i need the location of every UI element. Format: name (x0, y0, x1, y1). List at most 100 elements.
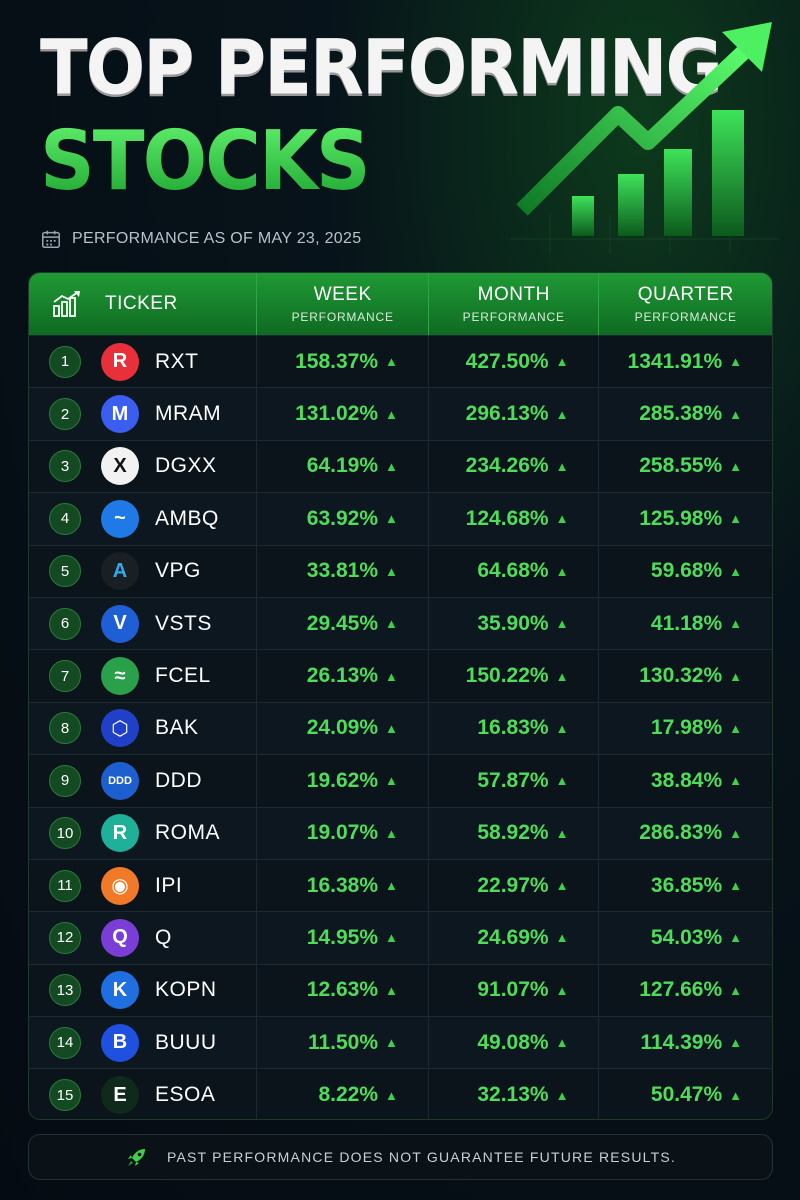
month-performance-cell: 32.13% ▲ (427, 1069, 599, 1119)
column-header-week[interactable]: WEEK PERFORMANCE (256, 273, 428, 335)
rank-badge: 2 (49, 398, 81, 431)
month-performance-value: 35.90% (477, 611, 549, 635)
table-row[interactable]: 5 A VPG 33.81% ▲ 64.68% ▲ 59.68% ▲ (29, 544, 772, 597)
up-arrow-icon: ▲ (385, 1035, 398, 1051)
month-performance-cell: 150.22% ▲ (427, 650, 599, 702)
table-row[interactable]: 15 E ESOA 8.22% ▲ 32.13% ▲ 50.47% ▲ (29, 1068, 772, 1119)
week-performance-cell: 33.81% ▲ (256, 545, 428, 597)
quarter-performance-value: 17.98% (650, 716, 723, 740)
ticker-symbol: RXT (155, 349, 199, 373)
up-arrow-icon: ▲ (729, 616, 742, 632)
week-header-label: WEEK (313, 284, 372, 305)
month-performance-value: 49.08% (477, 1030, 549, 1054)
month-performance-value: 57.87% (477, 768, 549, 792)
quarter-performance-value: 285.38% (639, 402, 723, 426)
table-row[interactable]: 12 Q Q 14.95% ▲ 24.69% ▲ 54.03% ▲ (29, 911, 772, 964)
week-performance-cell: 29.45% ▲ (256, 597, 428, 650)
week-performance-cell: 63.92% ▲ (256, 493, 428, 545)
table-row[interactable]: 11 ◉ IPI 16.38% ▲ 22.97% ▲ 36.85% ▲ (29, 858, 772, 912)
ticker-cell: 3 X DGXX (29, 441, 256, 492)
week-performance-cell: 158.37% ▲ (256, 336, 428, 388)
up-arrow-icon: ▲ (385, 563, 398, 579)
rank-badge: 7 (49, 660, 81, 693)
column-header-month[interactable]: MONTH PERFORMANCE (427, 273, 599, 335)
up-arrow-icon: ▲ (555, 668, 569, 684)
ticker-symbol: Q (155, 925, 172, 949)
company-logo-icon: ~ (101, 499, 139, 538)
company-logo-icon: ◉ (101, 866, 139, 905)
table-row[interactable]: 1 R RXT 158.37% ▲ 427.50% ▲ 1341.91% ▲ (29, 335, 772, 388)
up-arrow-icon: ▲ (385, 930, 398, 946)
ticker-cell: 8 ⬡ BAK (29, 703, 256, 754)
company-logo-icon: V (101, 604, 139, 643)
table-row[interactable]: 2 M MRAM 131.02% ▲ 296.13% ▲ 285.38% ▲ (29, 387, 772, 440)
up-arrow-icon: ▲ (729, 1087, 742, 1103)
table-row[interactable]: 8 ⬡ BAK 24.09% ▲ 16.83% ▲ 17.98% ▲ (29, 701, 772, 755)
quarter-performance-value: 41.18% (650, 611, 723, 635)
month-performance-value: 24.69% (477, 925, 549, 949)
up-arrow-icon: ▲ (555, 773, 569, 789)
week-performance-value: 64.19% (306, 454, 379, 478)
quarter-performance-cell: 285.38% ▲ (598, 388, 772, 440)
company-logo-icon: DDD (101, 761, 139, 800)
company-logo-icon: X (101, 447, 139, 486)
ticker-cell: 12 Q Q (29, 912, 256, 963)
ticker-header-label: TICKER (105, 293, 178, 314)
column-header-quarter[interactable]: QUARTER PERFORMANCE (598, 273, 772, 335)
table-row[interactable]: 7 ≈ FCEL 26.13% ▲ 150.22% ▲ 130.32% ▲ (29, 649, 772, 702)
week-performance-value: 8.22% (318, 1083, 379, 1107)
company-logo-icon: A (101, 552, 139, 591)
table-body: 1 R RXT 158.37% ▲ 427.50% ▲ 1341.91% ▲ 2 M MRAM 131.… (29, 335, 772, 1119)
table-row[interactable]: 4 ~ AMBQ 63.92% ▲ 124.68% ▲ 125.98% ▲ (29, 492, 772, 545)
week-performance-cell: 131.02% ▲ (256, 388, 428, 440)
month-performance-cell: 24.69% ▲ (427, 912, 599, 964)
up-arrow-icon: ▲ (385, 354, 398, 370)
up-arrow-icon: ▲ (729, 354, 742, 370)
rank-badge: 12 (49, 921, 81, 954)
up-arrow-icon: ▲ (729, 458, 742, 474)
week-performance-cell: 14.95% ▲ (256, 912, 428, 964)
ticker-cell: 14 B BUUU (29, 1017, 256, 1068)
as-of-row: PERFORMANCE AS OF MAY 23, 2025 (40, 228, 361, 250)
table-row[interactable]: 9 DDD DDD 19.62% ▲ 57.87% ▲ 38.84% ▲ (29, 754, 772, 807)
quarter-performance-cell: 41.18% ▲ (598, 597, 772, 650)
up-arrow-icon: ▲ (729, 511, 742, 527)
month-performance-cell: 91.07% ▲ (427, 964, 599, 1017)
up-arrow-icon: ▲ (385, 511, 398, 527)
up-arrow-icon: ▲ (385, 982, 398, 998)
month-performance-cell: 64.68% ▲ (427, 545, 599, 597)
week-performance-cell: 19.62% ▲ (256, 755, 428, 807)
week-performance-value: 12.63% (306, 978, 379, 1002)
up-arrow-icon: ▲ (555, 1087, 569, 1103)
ticker-symbol: MRAM (155, 402, 222, 426)
rank-badge: 15 (49, 1079, 81, 1112)
table-row[interactable]: 6 V VSTS 29.45% ▲ 35.90% ▲ 41.18% ▲ (29, 596, 772, 650)
month-performance-value: 124.68% (465, 506, 549, 530)
rank-badge: 10 (49, 817, 81, 850)
quarter-header-label: QUARTER (637, 284, 734, 305)
bar-chart-icon (53, 291, 80, 317)
up-arrow-icon: ▲ (729, 406, 742, 422)
table-row[interactable]: 3 X DGXX 64.19% ▲ 234.26% ▲ 258.55% ▲ (29, 439, 772, 493)
rocket-icon (127, 1149, 145, 1166)
ticker-cell: 2 M MRAM (29, 388, 256, 439)
table-row[interactable]: 13 K KOPN 12.63% ▲ 91.07% ▲ 127.66% ▲ (29, 963, 772, 1017)
rank-badge: 13 (49, 974, 81, 1007)
week-performance-cell: 16.38% ▲ (256, 859, 428, 912)
up-arrow-icon: ▲ (555, 930, 569, 946)
quarter-performance-value: 125.98% (639, 506, 723, 530)
ticker-symbol: DGXX (155, 454, 217, 478)
week-performance-value: 16.38% (306, 873, 379, 897)
table-row[interactable]: 14 B BUUU 11.50% ▲ 49.08% ▲ 114.39% ▲ (29, 1016, 772, 1069)
week-performance-value: 19.07% (306, 821, 379, 845)
up-arrow-icon: ▲ (555, 563, 569, 579)
week-performance-value: 11.50% (307, 1030, 379, 1054)
column-header-ticker[interactable]: TICKER (29, 273, 256, 335)
month-performance-cell: 22.97% ▲ (427, 859, 599, 912)
week-performance-cell: 8.22% ▲ (256, 1069, 428, 1119)
month-performance-value: 150.22% (465, 664, 549, 688)
company-logo-icon: ≈ (101, 657, 139, 696)
up-arrow-icon: ▲ (555, 511, 569, 527)
up-arrow-icon: ▲ (555, 825, 569, 841)
table-row[interactable]: 10 R ROMA 19.07% ▲ 58.92% ▲ 286.83% ▲ (29, 806, 772, 859)
